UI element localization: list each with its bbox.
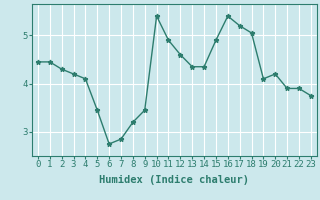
X-axis label: Humidex (Indice chaleur): Humidex (Indice chaleur): [100, 175, 249, 185]
